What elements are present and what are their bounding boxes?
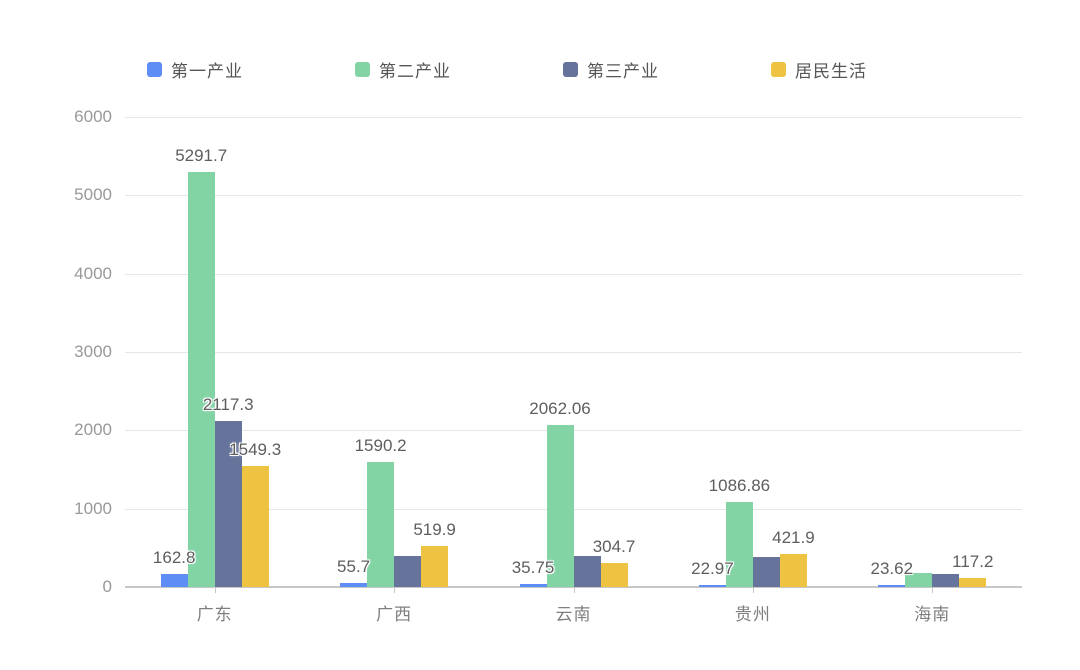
bar-value-label: 519.9 <box>413 520 456 540</box>
gridline <box>125 508 1022 510</box>
bar[interactable]: 5291.7 <box>175 146 227 587</box>
y-axis-tick-label: 4000 <box>74 263 112 283</box>
legend-item[interactable]: 第二产业 <box>355 57 451 82</box>
y-axis-tick-label: 0 <box>102 577 112 596</box>
bar[interactable]: 2062.06 <box>529 399 591 587</box>
y-axis-tick-label: 3000 <box>74 342 112 361</box>
bar-value-label: 117.2 <box>952 551 994 571</box>
x-axis-tick <box>214 587 216 593</box>
bar[interactable]: 2117.3 <box>203 395 254 587</box>
x-axis-category-label: 云南 <box>555 605 592 624</box>
gridline <box>125 352 1022 353</box>
legend-item[interactable]: 第三产业 <box>563 57 659 82</box>
bar-value-label: 162.8 <box>152 548 196 568</box>
gridline <box>125 195 1022 197</box>
bar[interactable]: 162.8 <box>153 548 195 587</box>
legend-swatch-icon <box>563 61 578 77</box>
bar[interactable]: 1549.3 <box>229 440 281 587</box>
bar-value-label: 1590.2 <box>354 436 407 456</box>
bar[interactable] <box>932 573 960 587</box>
bar[interactable]: 421.9 <box>772 528 815 587</box>
bar[interactable]: 1590.2 <box>355 436 407 587</box>
bar-value-label: 35.75 <box>511 558 555 578</box>
chart-legend: 第一产业 第二产业 第三产业 居民生活 <box>147 57 867 82</box>
bar[interactable]: 304.7 <box>593 537 635 587</box>
x-axis-tick <box>394 587 396 593</box>
bar-group: 23.62 117.2 海南 <box>871 117 994 624</box>
legend-swatch-icon <box>771 61 786 77</box>
bar[interactable] <box>905 572 933 587</box>
legend-item[interactable]: 居民生活 <box>771 57 867 82</box>
legend-item-label: 第一产业 <box>171 61 243 81</box>
bar[interactable] <box>752 557 780 587</box>
bar-group: 162.8 5291.7 2117.3 1549.3 广东 <box>153 117 281 624</box>
x-axis-category-label: 广东 <box>196 605 233 624</box>
bar-value-label: 55.7 <box>337 556 371 576</box>
legend-swatch-icon <box>355 61 370 77</box>
bar[interactable]: 23.62 <box>871 559 913 587</box>
bar[interactable]: 22.97 <box>691 559 734 587</box>
legend-item[interactable]: 第一产业 <box>147 57 243 82</box>
bar-value-label: 421.9 <box>772 527 815 547</box>
legend-item-label: 第三产业 <box>587 61 659 81</box>
legend-swatch-icon <box>147 61 162 77</box>
y-axis-tick-label: 1000 <box>74 498 112 518</box>
gridline <box>125 117 1022 118</box>
bar-value-label: 2062.06 <box>529 399 591 419</box>
x-axis-category-label: 广西 <box>376 605 413 624</box>
y-axis-tick-label: 5000 <box>74 185 112 205</box>
bar[interactable]: 117.2 <box>952 552 993 587</box>
legend-item-label: 居民生活 <box>795 61 867 81</box>
bar-value-label: 5291.7 <box>175 146 228 166</box>
bar[interactable]: 35.75 <box>512 558 554 587</box>
x-axis-category-label: 贵州 <box>734 605 771 624</box>
bar[interactable] <box>394 555 422 587</box>
bar-value-label: 22.97 <box>691 559 734 578</box>
plot-area: 162.8 5291.7 2117.3 1549.3 广东 55.7 1590.2 519.9… <box>125 117 1022 624</box>
x-axis-tick <box>932 587 934 593</box>
x-axis-tick <box>752 587 754 593</box>
legend-item-label: 第二产业 <box>379 61 451 81</box>
y-axis-tick-label: 6000 <box>74 107 112 126</box>
bar[interactable] <box>573 556 601 587</box>
gridline <box>125 430 1022 432</box>
bar[interactable]: 519.9 <box>413 520 456 587</box>
x-axis-category-label: 海南 <box>914 605 951 624</box>
y-axis-tick-label: 2000 <box>74 420 112 440</box>
bar[interactable]: 1086.86 <box>709 476 770 587</box>
bar-group: 55.7 1590.2 519.9 广西 <box>337 117 456 624</box>
bar-value-label: 304.7 <box>592 537 636 557</box>
bar-value-label: 1086.86 <box>708 475 771 495</box>
bar-group: 22.97 1086.86 421.9 贵州 <box>691 117 815 624</box>
bar-value-label: 2117.3 <box>202 395 254 415</box>
bar-value-label: 23.62 <box>870 559 914 578</box>
x-axis-tick <box>573 587 575 593</box>
bar-group: 35.75 2062.06 304.7 云南 <box>512 117 636 624</box>
gridline <box>125 273 1022 275</box>
bar-value-label: 1549.3 <box>229 439 282 459</box>
bar[interactable]: 55.7 <box>337 557 370 587</box>
